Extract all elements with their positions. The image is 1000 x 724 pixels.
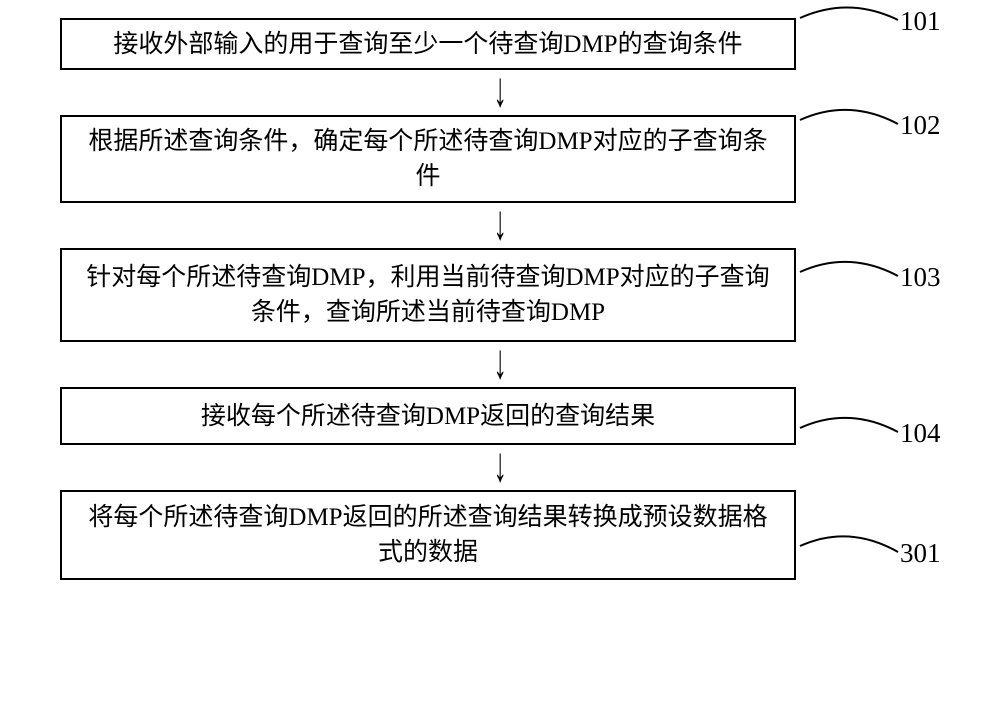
arrow-connector: ↓ [60,203,940,248]
flowchart-container: 接收外部输入的用于查询至少一个待查询DMP的查询条件 ↓ 根据所述查询条件，确定… [60,18,940,580]
flowchart-step: 接收每个所述待查询DMP返回的查询结果 [60,387,940,445]
step-label-103: 103 [900,262,941,293]
arrow-connector: ↓ [60,70,940,115]
step-text: 接收外部输入的用于查询至少一个待查询DMP的查询条件 [113,27,742,62]
flowchart-step: 根据所述查询条件，确定每个所述待查询DMP对应的子查询条件 [60,115,940,203]
step-text: 针对每个所述待查询DMP，利用当前待查询DMP对应的子查询条件，查询所述当前待查… [76,260,780,330]
step-label-104: 104 [900,418,941,449]
step-text: 根据所述查询条件，确定每个所述待查询DMP对应的子查询条件 [76,124,780,194]
down-arrow-icon: ↓ [493,441,506,486]
step-box-104: 接收每个所述待查询DMP返回的查询结果 [60,387,796,445]
flowchart-step: 将每个所述待查询DMP返回的所述查询结果转换成预设数据格式的数据 [60,490,940,580]
step-box-101: 接收外部输入的用于查询至少一个待查询DMP的查询条件 [60,18,796,70]
down-arrow-icon: ↓ [493,66,506,111]
step-text: 接收每个所述待查询DMP返回的查询结果 [201,399,655,434]
flowchart-step: 针对每个所述待查询DMP，利用当前待查询DMP对应的子查询条件，查询所述当前待查… [60,248,940,342]
step-text: 将每个所述待查询DMP返回的所述查询结果转换成预设数据格式的数据 [76,500,780,570]
step-box-301: 将每个所述待查询DMP返回的所述查询结果转换成预设数据格式的数据 [60,490,796,580]
step-box-102: 根据所述查询条件，确定每个所述待查询DMP对应的子查询条件 [60,115,796,203]
down-arrow-icon: ↓ [493,338,506,383]
step-label-301: 301 [900,538,941,569]
down-arrow-icon: ↓ [493,199,506,244]
step-box-103: 针对每个所述待查询DMP，利用当前待查询DMP对应的子查询条件，查询所述当前待查… [60,248,796,342]
arrow-connector: ↓ [60,445,940,490]
step-label-102: 102 [900,110,941,141]
arrow-connector: ↓ [60,342,940,387]
step-label-101: 101 [900,6,941,37]
